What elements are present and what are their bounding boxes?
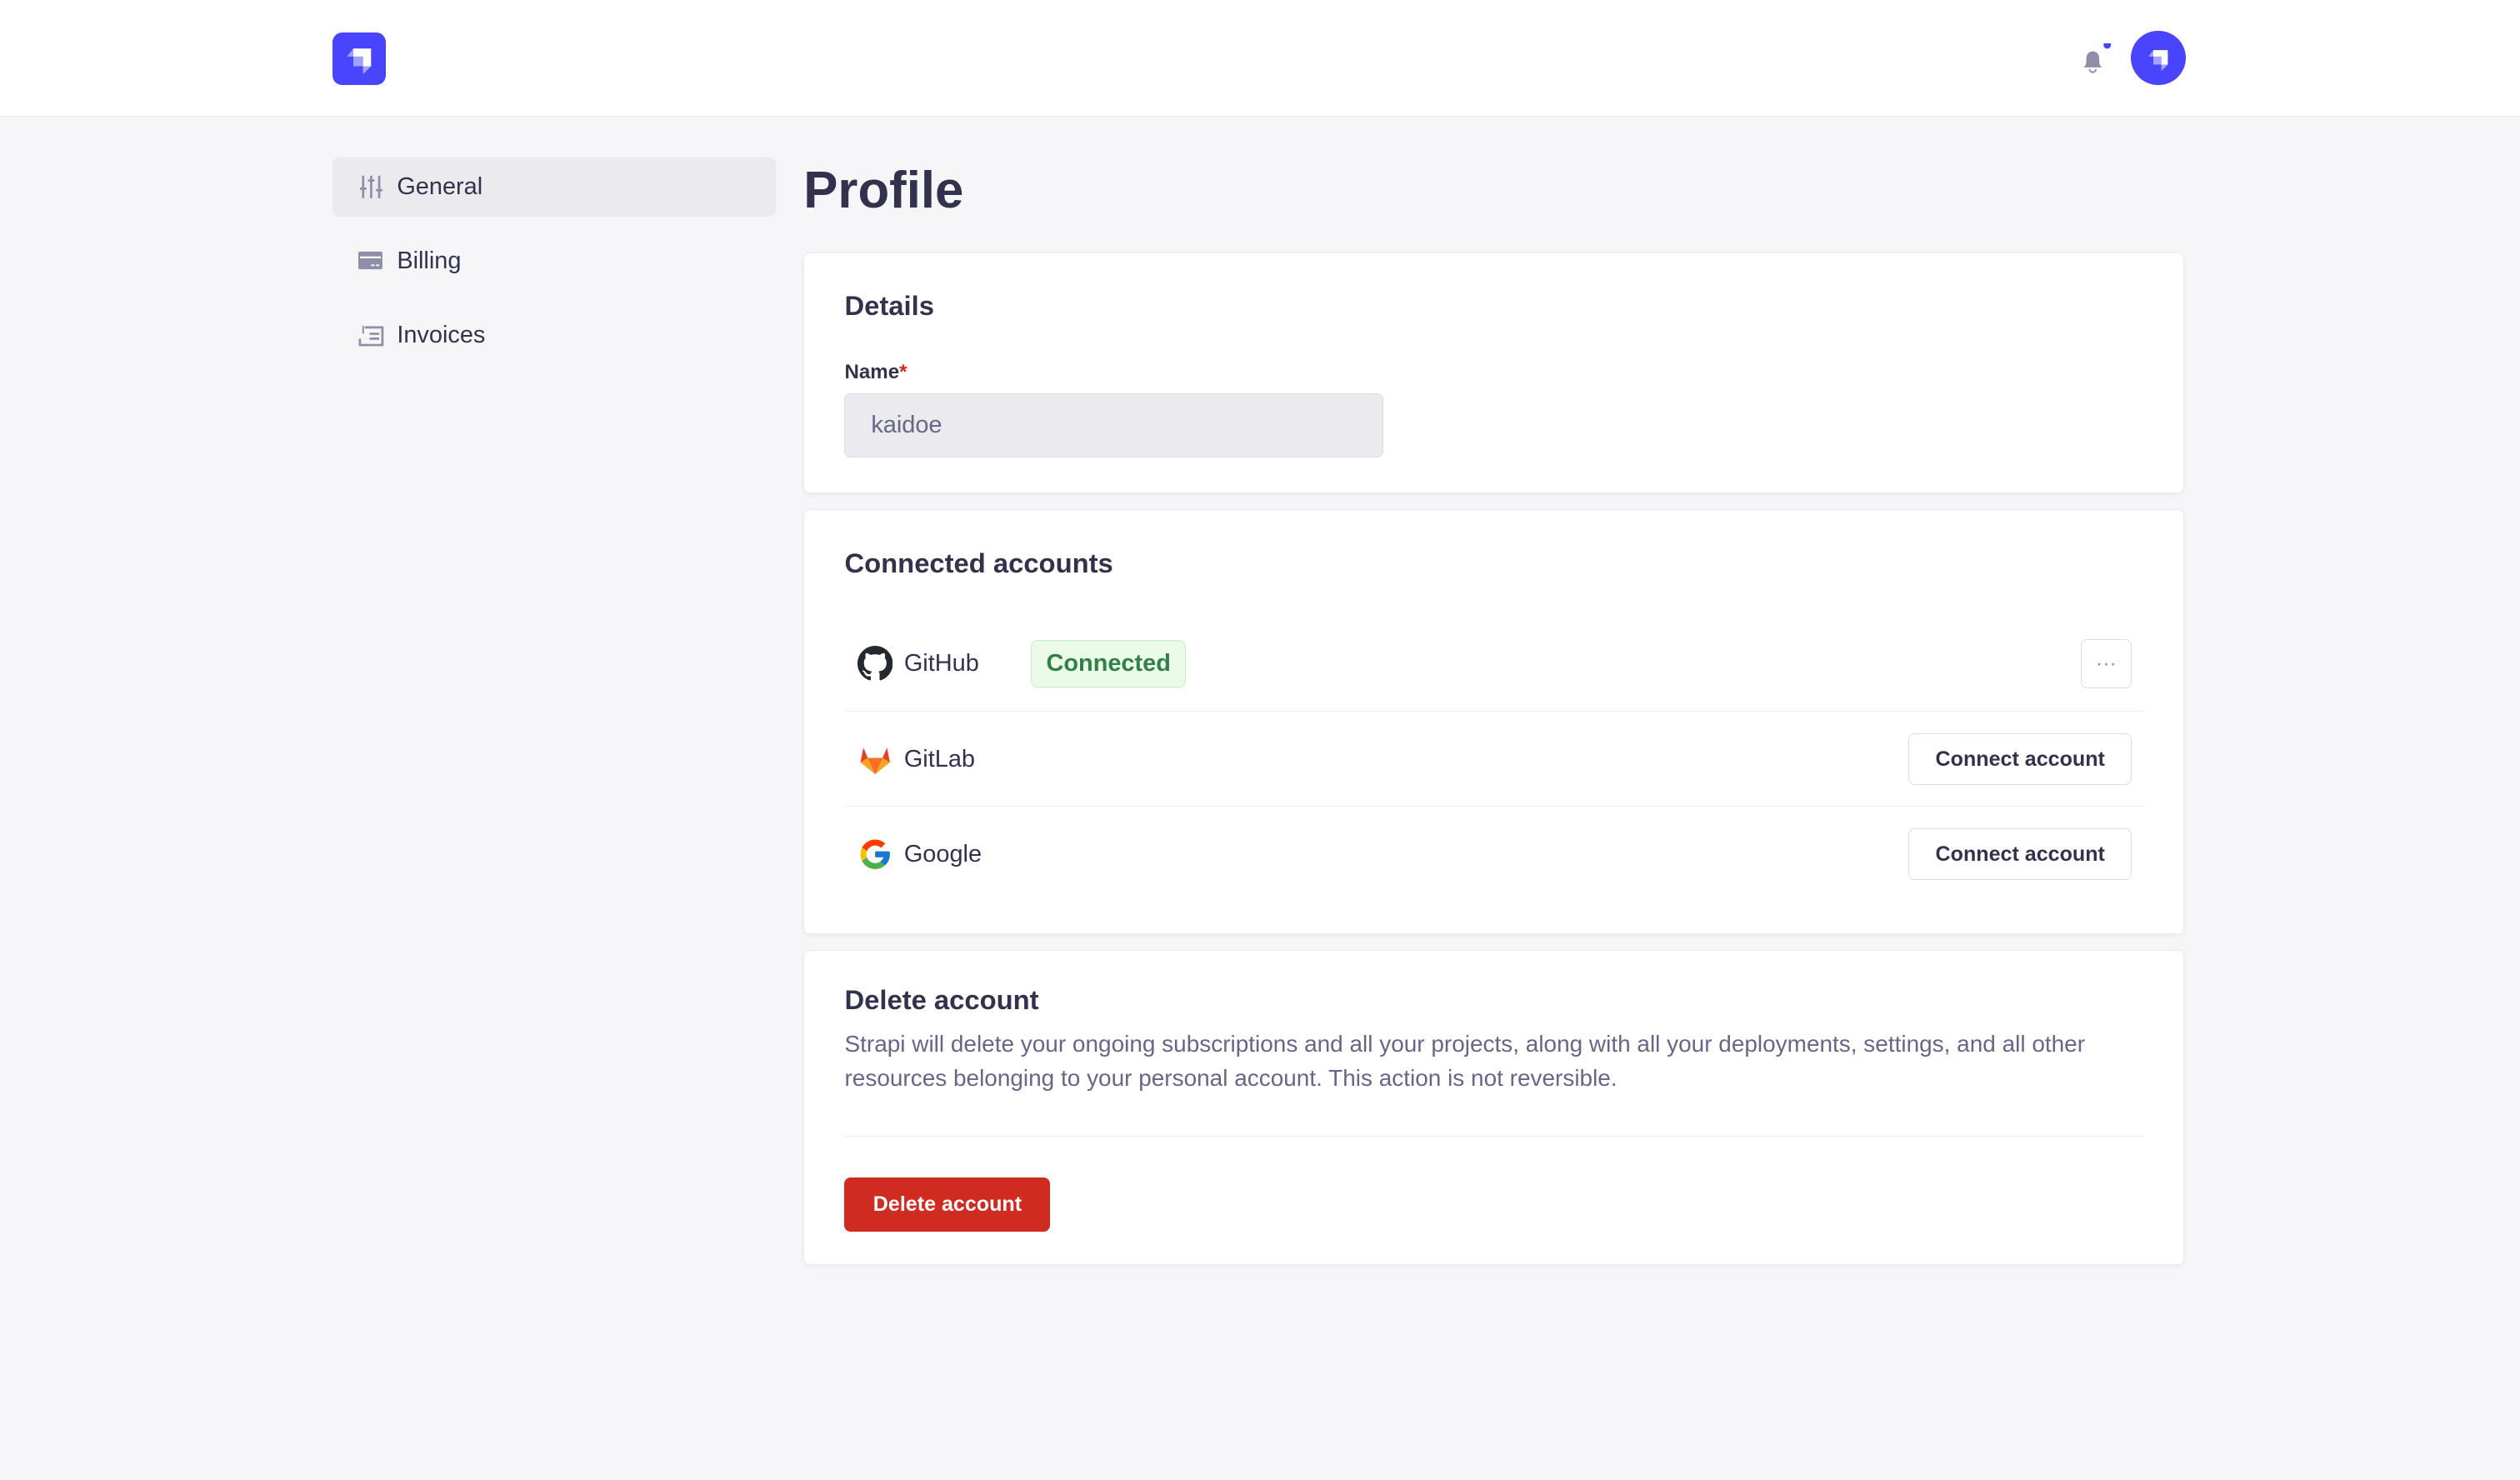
sidebar-item-label: Invoices: [397, 321, 486, 348]
account-name: GitHub: [903, 650, 979, 678]
delete-account-title: Delete account: [844, 984, 1039, 1016]
account-row-google: Google Connect account: [844, 806, 2143, 902]
sidebar-item-billing[interactable]: Billing: [332, 232, 776, 291]
connect-gitlab-button[interactable]: Connect account: [1908, 733, 2132, 786]
credit-card-icon: [358, 250, 384, 272]
github-icon: [857, 646, 893, 681]
connect-google-button[interactable]: Connect account: [1908, 828, 2132, 880]
name-label-text: Name: [844, 360, 900, 383]
sidebar-item-invoices[interactable]: Invoices: [332, 305, 776, 364]
connected-accounts-title: Connected accounts: [844, 547, 1113, 578]
delete-account-button[interactable]: Delete account: [844, 1177, 1051, 1232]
delete-account-description: Strapi will delete your ongoing subscrip…: [844, 1031, 2086, 1091]
strapi-logo[interactable]: [332, 32, 386, 86]
name-input[interactable]: [844, 392, 1383, 458]
details-title: Details: [844, 290, 934, 322]
sliders-icon: [358, 174, 384, 200]
bell-icon[interactable]: [2078, 41, 2113, 85]
required-mark: *: [899, 360, 908, 383]
google-icon: [858, 837, 892, 872]
page-title: Profile: [803, 161, 964, 219]
invoice-icon: [358, 324, 384, 347]
notification-dot: [2102, 41, 2111, 49]
name-label: Name*: [844, 361, 907, 384]
account-row-github: GitHub Connected ···: [844, 617, 2142, 712]
divider: [844, 1135, 2143, 1138]
sidebar-item-label: Billing: [397, 247, 462, 274]
sidebar-item-general[interactable]: General: [332, 157, 777, 218]
connected-accounts-card: Connected accounts GitHub Connected ··· …: [803, 509, 2184, 934]
gitlab-icon: [858, 742, 892, 777]
more-options-button[interactable]: ···: [2080, 638, 2132, 689]
connected-badge: Connected: [1031, 639, 1187, 688]
account-row-gitlab: GitLab Connect account: [844, 711, 2143, 807]
avatar[interactable]: [2131, 30, 2186, 86]
account-name: GitLab: [903, 745, 975, 772]
sidebar-item-label: General: [397, 173, 483, 201]
account-name: Google: [903, 840, 982, 868]
details-card: Details Name*: [803, 252, 2184, 494]
top-header: [0, 0, 2520, 117]
delete-account-card: Delete account Strapi will delete your o…: [803, 949, 2184, 1265]
